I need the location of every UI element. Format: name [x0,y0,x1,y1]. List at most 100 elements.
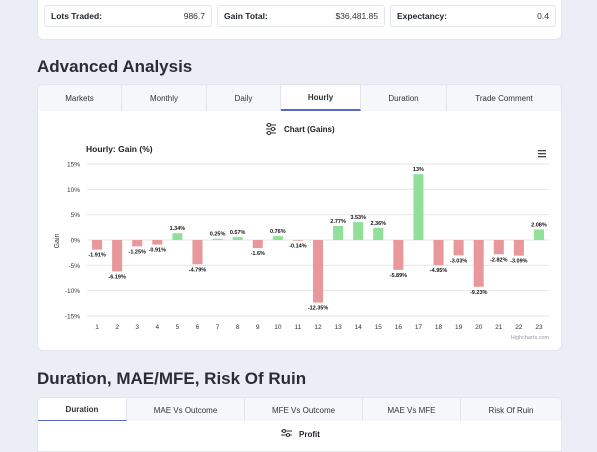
bar-hour-8[interactable] [232,237,243,240]
y-axis-label: Gain [54,234,61,249]
bar-hour-4[interactable] [152,240,163,245]
tab-daily[interactable]: Daily [207,85,281,111]
hamburger-menu-icon[interactable] [538,150,546,158]
x-tick-label: 22 [515,324,523,331]
chart-title: Hourly: Gain (%) [86,144,153,154]
x-tick-label: 20 [475,324,483,331]
tab-mae-vs-mfe[interactable]: MAE Vs MFE [363,398,461,422]
x-tick-label: 18 [435,324,443,331]
x-tick-label: 16 [395,324,403,331]
x-tick-label: 10 [274,324,282,331]
x-tick-label: 7 [216,324,220,331]
x-tick-label: 11 [295,324,302,331]
y-tick-label: -5% [68,263,80,270]
data-label: -3.03% [450,258,468,264]
chart-card: Chart (Gains) Hourly: Gain (%) 15% 10% 5% 0… [37,111,562,351]
y-tick-label: 0% [71,238,81,245]
bar-hour-16[interactable] [393,240,404,270]
advanced-analysis-title: Advanced Analysis [37,57,193,76]
bar-hour-13[interactable] [333,225,344,240]
x-tick-label: 21 [495,324,503,331]
x-tick-label: 2 [115,324,119,331]
stat-expectancy: Expectancy: 0.4 [390,5,556,27]
y-tick-label: 10% [67,187,80,194]
bar-hour-21[interactable] [493,240,504,255]
bar-hour-11[interactable] [292,240,303,241]
data-label: -5.89% [390,273,408,279]
bar-hour-1[interactable] [92,240,103,250]
bar-hour-19[interactable] [453,240,464,256]
duration-tabs: Duration MAE Vs Outcome MFE Vs Outcome M… [37,397,562,423]
tab-risk-of-ruin[interactable]: Risk Of Ruin [488,405,534,415]
data-label: -6.19% [108,274,126,280]
x-tick-label: 8 [236,324,240,331]
bar-hour-7[interactable] [212,238,223,240]
chart-toggle-button[interactable]: Chart (Gains) [266,122,335,136]
data-label: 2.77% [330,219,346,225]
x-tick-label: 13 [334,324,342,331]
stat-label: Gain Total: [224,11,268,21]
x-tick-label: 19 [455,324,463,331]
tab-mae-vs-outcome[interactable]: MAE Vs Outcome [127,398,245,422]
tab-duration-main[interactable]: Duration [38,398,127,422]
data-label: -1.25% [128,249,146,255]
x-tick-label: 15 [375,324,383,331]
stat-lots-traded: Lots Traded: 986.7 [44,5,212,27]
bar-hour-3[interactable] [132,240,143,247]
tab-monthly[interactable]: Monthly [122,85,207,111]
stat-value: 986.7 [183,11,205,21]
duration-section-title: Duration, MAE/MFE, Risk Of Ruin [37,369,307,388]
sliders-icon [281,429,292,437]
bar-hour-2[interactable] [112,240,123,272]
bar-hour-14[interactable] [353,222,364,240]
data-label: -9.23% [470,290,488,296]
bar-hour-17[interactable] [413,174,424,240]
advanced-tabs: Markets Monthly Daily Hourly Duration Tr… [37,84,562,112]
y-tick-label: -15% [65,314,80,321]
stat-label: Expectancy: [397,11,448,21]
y-tick-label: -10% [65,288,80,295]
highcharts-credits[interactable]: Highcharts.com [511,335,550,341]
stats-card: Lots Traded: 986.7 Gain Total: $36,481.8… [37,0,562,40]
bar-hour-9[interactable] [252,240,263,249]
x-tick-label: 4 [155,324,159,331]
data-label: 1.34% [170,226,186,232]
stat-value: 0.4 [537,11,549,21]
x-tick-label: 1 [95,324,99,331]
tab-markets[interactable]: Markets [38,85,122,111]
x-tick-label: 5 [176,324,180,331]
tab-trade-comment[interactable]: Trade Comment [475,93,533,103]
data-label: 0.76% [270,229,286,235]
y-tick-label: 5% [71,212,81,219]
profit-toggle-button[interactable]: Profit [281,429,320,439]
stat-label: Lots Traded: [51,11,103,21]
data-label: -0.14% [289,244,307,250]
data-label: -1.6% [251,251,265,257]
bar-hour-10[interactable] [272,236,283,240]
tab-duration[interactable]: Duration [361,85,447,111]
profit-toggle-label: Profit [299,429,320,439]
bar-hour-6[interactable] [192,240,203,265]
data-label: 0.25% [210,232,226,238]
tab-hourly[interactable]: Hourly [281,85,361,111]
stat-value: $36,481.85 [335,11,378,21]
data-label: -3.09% [510,259,528,265]
bar-hour-12[interactable] [312,240,324,303]
x-tick-label: 6 [196,324,200,331]
bar-hour-20[interactable] [473,240,484,287]
bar-hour-5[interactable] [172,233,183,240]
tab-mfe-vs-outcome[interactable]: MFE Vs Outcome [245,398,363,422]
data-label: 2.08% [531,222,547,228]
x-tick-label: 12 [314,324,322,331]
data-label: -2.82% [490,257,508,263]
x-tick-label: 9 [256,324,260,331]
data-label: -1.91% [88,253,106,259]
bar-hour-23[interactable] [533,229,544,240]
bar-hour-22[interactable] [513,240,524,256]
bar-hour-18[interactable] [433,240,444,266]
bar-hour-15[interactable] [373,228,384,240]
x-tick-label: 23 [535,324,543,331]
stat-gain-total: Gain Total: $36,481.85 [217,5,385,27]
data-label: 3.53% [350,215,366,221]
data-label: -12.35% [308,306,329,312]
